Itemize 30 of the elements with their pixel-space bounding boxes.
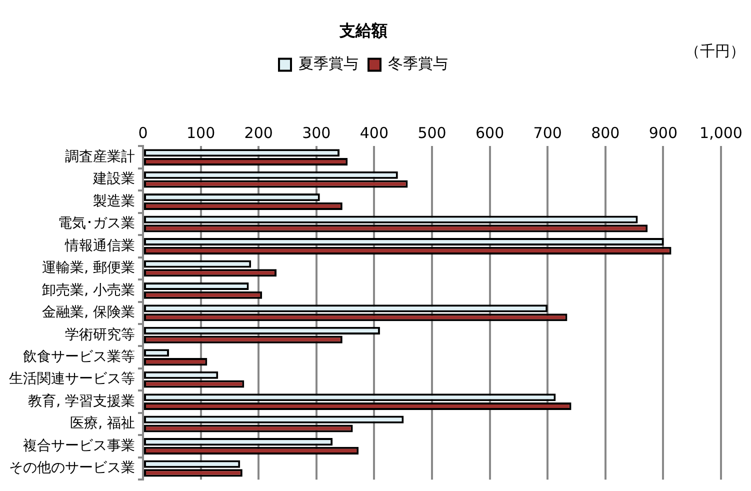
y-tick-label: 学術研究等 [65, 326, 135, 343]
y-tick-label: 医療, 福祉 [70, 416, 135, 432]
y-tick-label: 調査産業計 [65, 148, 135, 165]
text: （千円） [685, 42, 745, 60]
y-tick-label: 電気･ガス業 [58, 216, 135, 232]
y-tick-label: 卸売業, 小売業 [42, 282, 135, 298]
x-tick-label: 500 [418, 124, 446, 142]
x-tick-label: 1,000 [700, 124, 742, 142]
y-tick-label: 運輸業, 郵便業 [42, 260, 135, 276]
x-tick-label: 400 [360, 124, 389, 142]
y-tick-label: その他のサービス業 [9, 460, 135, 476]
y-tick-label: 建設業 [92, 171, 135, 188]
x-tick-label: 300 [302, 124, 331, 142]
x-tick-label: 700 [533, 124, 562, 142]
y-tick-label: 製造業 [93, 193, 135, 210]
x-tick-label: 900 [648, 124, 678, 142]
x-tick-label: 100 [186, 124, 216, 142]
y-tick-label: 複合サービス事業 [23, 438, 135, 454]
x-tick-label: 600 [475, 124, 504, 142]
y-tick-label: 生活関連サービス等 [9, 371, 135, 388]
legend-label: 冬季賞与 [388, 54, 448, 73]
x-tick-label: 0 [138, 124, 148, 142]
y-tick-label: 情報通信業 [64, 238, 135, 254]
x-tick-label: 200 [244, 124, 273, 142]
y-tick-label: 教育, 学習支援業 [28, 392, 135, 410]
y-tick-label: 金融業, 保険業 [42, 304, 135, 321]
legend-label: 夏季賞与 [298, 54, 358, 73]
y-tick-label: 飲食サービス業等 [23, 348, 135, 365]
x-tick-label: 800 [591, 124, 620, 142]
chart-title: 支給額 [338, 20, 388, 40]
